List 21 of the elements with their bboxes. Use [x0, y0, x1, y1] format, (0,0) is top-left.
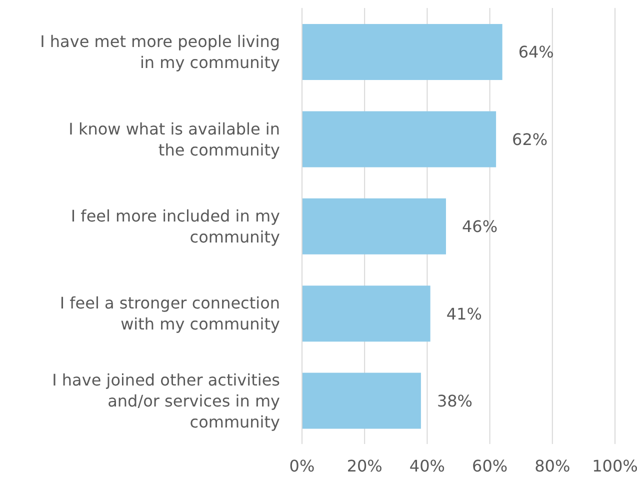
x-tick-label: 60%	[472, 456, 508, 476]
bar	[302, 286, 430, 342]
x-tick-label: 0%	[289, 456, 315, 476]
data-label: 41%	[446, 304, 482, 324]
bar	[302, 111, 496, 168]
data-label: 46%	[462, 217, 498, 236]
data-label: 64%	[518, 42, 554, 62]
data-label: 62%	[512, 130, 548, 149]
y-tick-label: I feel a stronger connection with my community	[60, 293, 280, 334]
y-tick-label: I feel more included in my community	[70, 206, 280, 246]
x-tick-label: 40%	[409, 456, 445, 476]
y-tick-label: I know what is available in the community	[68, 118, 280, 159]
y-tick-label: I have joined other activities and/or services in my community	[52, 370, 280, 431]
y-tick-label: I have met more people living in my community	[40, 32, 280, 72]
bar	[302, 372, 421, 429]
x-tick-label: 20%	[346, 456, 382, 476]
x-tick-label: 80%	[534, 456, 570, 476]
x-tick-label: 100%	[592, 456, 637, 476]
data-label: 38%	[436, 391, 473, 410]
bar	[302, 198, 446, 254]
bar	[302, 24, 502, 80]
